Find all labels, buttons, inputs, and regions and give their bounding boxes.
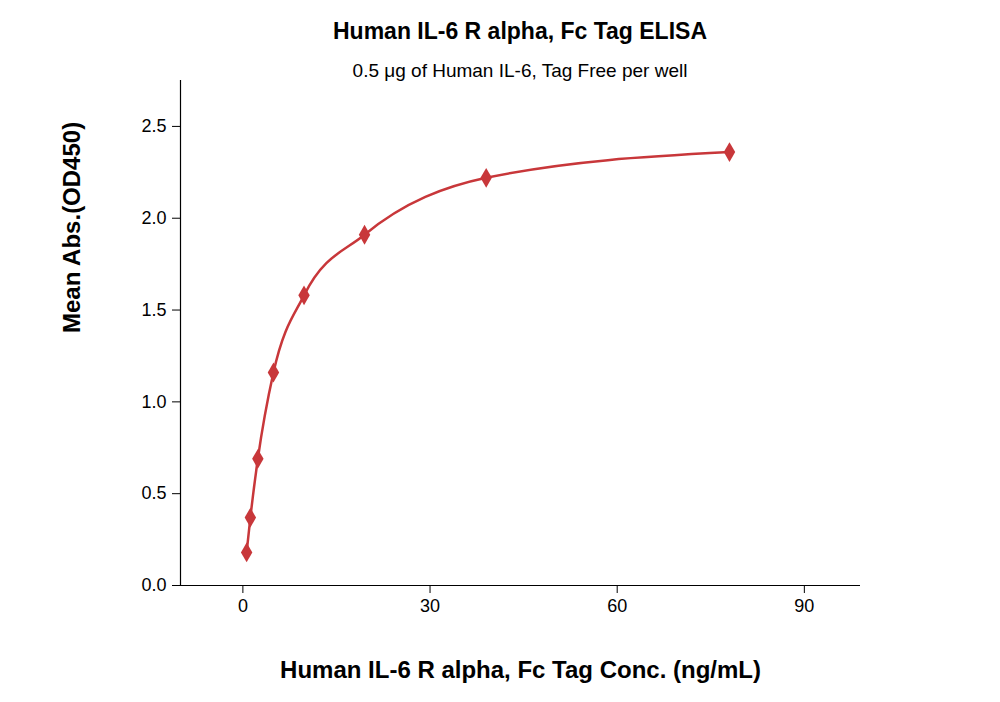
svg-text:0.0: 0.0 [141, 575, 166, 595]
html-text:Human IL-6 R alpha, Fc Tag ELI: Human IL-6 R alpha, Fc Tag ELISA [333, 18, 707, 44]
svg-text:2.0: 2.0 [141, 208, 166, 228]
svg-text:Mean Abs.(OD450): Mean Abs.(OD450) [58, 122, 85, 333]
svg-text:Human IL-6 R alpha, Fc Tag Con: Human IL-6 R alpha, Fc Tag Conc. (ng/mL) [280, 656, 761, 683]
svg-text:30: 30 [420, 596, 440, 616]
svg-text:1.0: 1.0 [141, 392, 166, 412]
svg-text:2.5: 2.5 [141, 116, 166, 136]
svg-text:1.5: 1.5 [141, 300, 166, 320]
svg-text:60: 60 [607, 596, 627, 616]
svg-text:90: 90 [794, 596, 814, 616]
html-text:0.5 μg of Human IL-6, Tag Free: 0.5 μg of Human IL-6, Tag Free per well [352, 60, 688, 81]
svg-text:0: 0 [238, 596, 248, 616]
svg-text:0.5: 0.5 [141, 483, 166, 503]
